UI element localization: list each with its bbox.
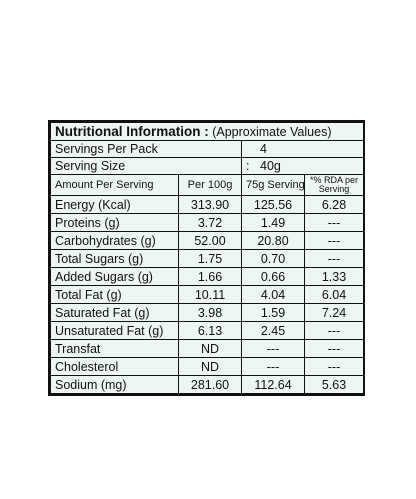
- nutrient-name: Total Sugars (g): [50, 249, 179, 268]
- nutrient-name: Proteins (g): [50, 213, 179, 232]
- nutrient-row: Transfat ND --- ---: [50, 339, 365, 358]
- nutrient-value: ---: [241, 339, 305, 358]
- nutrient-name: Saturated Fat (g): [50, 303, 179, 322]
- nutrient-value: 1.66: [178, 267, 242, 286]
- header-cell: *% RDA per Serving: [303, 174, 365, 196]
- nutrient-value: 3.72: [178, 213, 242, 232]
- title-row: Nutritional Information : (Approximate V…: [49, 122, 365, 141]
- info-value: 4: [260, 142, 267, 156]
- nutrition-label: Nutritional Information : (Approximate V…: [48, 120, 365, 396]
- nutrient-row: Added Sugars (g) 1.66 0.66 1.33: [50, 267, 365, 286]
- nutrient-name: Total Fat (g): [50, 285, 179, 304]
- title-cell: Nutritional Information : (Approximate V…: [49, 122, 365, 141]
- nutrient-value: 1.75: [178, 249, 242, 268]
- nutrient-value: 1.33: [303, 267, 365, 286]
- nutrition-table: Nutritional Information : (Approximate V…: [49, 122, 365, 394]
- nutrient-value: 52.00: [178, 231, 242, 250]
- info-label: Servings Per Pack: [50, 140, 242, 158]
- nutrient-name: Energy (Kcal): [50, 195, 179, 214]
- nutrient-value: 6.13: [178, 321, 242, 340]
- nutrient-value: 125.56: [241, 195, 305, 214]
- nutrient-row: Cholesterol ND --- ---: [50, 357, 365, 376]
- nutrient-row: Total Fat (g) 10.11 4.04 6.04: [50, 285, 365, 304]
- nutrient-value: 5.63: [303, 375, 365, 394]
- nutrient-value: 1.59: [241, 303, 305, 322]
- header-cell: Per 100g: [178, 174, 242, 196]
- nutrient-value: ND: [178, 339, 242, 358]
- nutrient-name: Transfat: [50, 339, 179, 358]
- info-value-cell: :40g: [240, 157, 365, 175]
- nutrient-value: 6.04: [303, 285, 365, 304]
- info-row: Serving Size:40g: [50, 157, 365, 175]
- nutrient-row: Unsaturated Fat (g) 6.13 2.45 ---: [50, 321, 365, 340]
- info-value-cell: 4: [240, 140, 365, 158]
- nutrient-row: Saturated Fat (g) 3.98 1.59 7.24: [50, 303, 365, 322]
- info-row: Servings Per Pack 4: [50, 140, 365, 158]
- nutrient-value: ---: [241, 357, 305, 376]
- nutrient-name: Unsaturated Fat (g): [50, 321, 179, 340]
- nutrient-value: 6.28: [303, 195, 365, 214]
- nutrient-row: Carbohydrates (g) 52.00 20.80 ---: [50, 231, 365, 250]
- nutrient-value: ---: [303, 357, 365, 376]
- nutrient-value: 313.90: [178, 195, 242, 214]
- info-label: Serving Size: [50, 157, 242, 175]
- table-body: Nutritional Information : (Approximate V…: [49, 122, 365, 394]
- header-cell: 75g Serving: [241, 174, 305, 196]
- nutrient-row: Energy (Kcal) 313.90 125.56 6.28: [50, 195, 365, 214]
- nutrient-row: Sodium (mg) 281.60 112.64 5.63: [50, 375, 365, 394]
- nutrient-value: ---: [303, 321, 365, 340]
- nutrient-value: 7.24: [303, 303, 365, 322]
- nutrient-value: 3.98: [178, 303, 242, 322]
- nutrient-row: Proteins (g) 3.72 1.49 ---: [50, 213, 365, 232]
- title: Nutritional Information :: [55, 123, 209, 139]
- nutrient-value: 0.66: [241, 267, 305, 286]
- nutrient-name: Carbohydrates (g): [50, 231, 179, 250]
- header-row: Amount Per Serving Per 100g 75g Serving *% …: [50, 174, 365, 196]
- nutrient-value: 281.60: [178, 375, 242, 394]
- nutrient-name: Cholesterol: [50, 357, 179, 376]
- header-cell: Amount Per Serving: [50, 174, 179, 196]
- nutrient-value: ND: [178, 357, 242, 376]
- nutrient-value: ---: [303, 231, 365, 250]
- nutrient-value: 0.70: [241, 249, 305, 268]
- nutrient-value: 2.45: [241, 321, 305, 340]
- nutrient-value: 20.80: [241, 231, 305, 250]
- nutrient-value: 4.04: [241, 285, 305, 304]
- info-separator: :: [246, 159, 250, 173]
- nutrient-name: Added Sugars (g): [50, 267, 179, 286]
- nutrient-value: ---: [303, 249, 365, 268]
- info-value: 40g: [260, 159, 281, 173]
- nutrient-value: ---: [303, 213, 365, 232]
- nutrient-value: 1.49: [241, 213, 305, 232]
- nutrient-row: Total Sugars (g) 1.75 0.70 ---: [50, 249, 365, 268]
- nutrient-value: 112.64: [241, 375, 305, 394]
- nutrient-name: Sodium (mg): [50, 375, 179, 394]
- nutrient-value: 10.11: [178, 285, 242, 304]
- subtitle: (Approximate Values): [212, 124, 332, 139]
- nutrient-value: ---: [303, 339, 365, 358]
